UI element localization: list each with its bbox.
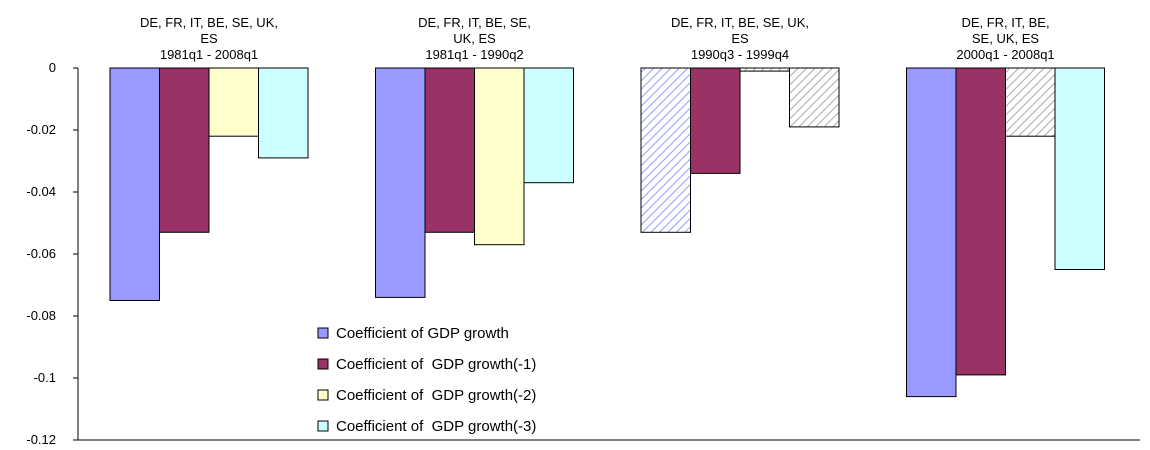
y-tick-label: -0.06 xyxy=(26,246,56,261)
y-tick-label: 0 xyxy=(49,60,56,75)
legend-swatch xyxy=(317,420,329,432)
y-tick-label: -0.12 xyxy=(26,432,56,447)
y-tick-label: -0.1 xyxy=(34,370,56,385)
y-tick-label: -0.08 xyxy=(26,308,56,323)
category-label: DE, FR, IT, BE, SE, UK, ES 1981q1 - 2008q1 xyxy=(140,15,278,62)
bar xyxy=(955,67,1006,376)
bar xyxy=(690,67,741,174)
legend-label: Coefficient of GDP growth(-2) xyxy=(336,387,536,404)
y-tick-label: -0.04 xyxy=(26,184,56,199)
bar xyxy=(474,67,525,246)
bar xyxy=(906,67,957,398)
legend-swatch xyxy=(317,389,329,401)
bar xyxy=(1054,67,1105,270)
legend-label: Coefficient of GDP growth xyxy=(336,325,509,342)
bar xyxy=(789,67,840,128)
bar xyxy=(1005,67,1056,137)
category-label: DE, FR, IT, BE, SE, UK, ES 2000q1 - 2008q1 xyxy=(956,15,1054,62)
category-label: DE, FR, IT, BE, SE, UK, ES 1981q1 - 1990q2 xyxy=(418,15,531,62)
legend-swatch xyxy=(317,358,329,370)
legend-label: Coefficient of GDP growth(-1) xyxy=(336,356,536,373)
bar xyxy=(159,67,210,233)
bar xyxy=(640,67,691,233)
bar xyxy=(109,67,160,301)
category-label: DE, FR, IT, BE, SE, UK, ES 1990q3 - 1999q4 xyxy=(671,15,809,62)
bar xyxy=(424,67,475,233)
bar xyxy=(739,67,790,72)
bar xyxy=(208,67,259,137)
y-tick-label: -0.02 xyxy=(26,122,56,137)
legend-swatch xyxy=(317,327,329,339)
bar xyxy=(375,67,426,298)
legend-label: Coefficient of GDP growth(-3) xyxy=(336,418,536,435)
bar xyxy=(258,67,309,159)
bar xyxy=(523,67,574,184)
